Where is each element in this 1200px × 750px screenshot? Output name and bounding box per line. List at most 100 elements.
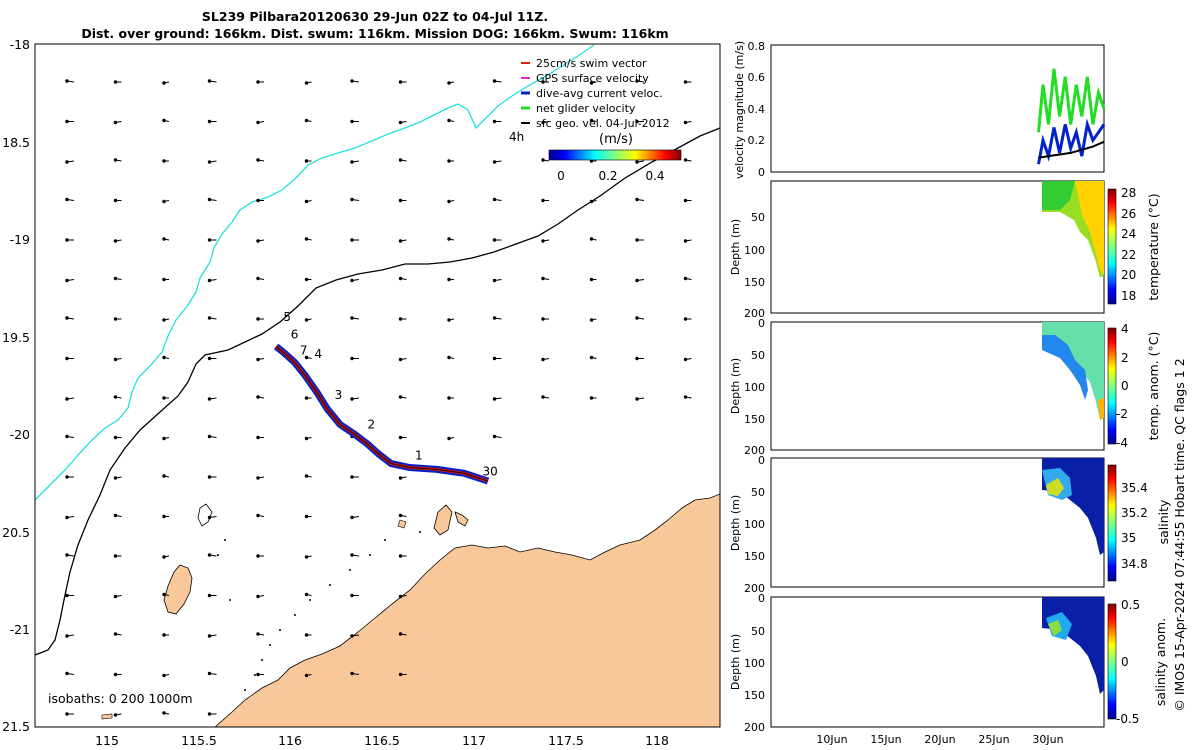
current-vector (635, 356, 644, 361)
current-vector (398, 120, 407, 125)
anom-cb--2: -2 (1116, 407, 1128, 421)
current-vector (207, 475, 217, 479)
current-vector (683, 239, 692, 243)
anom-cb-2: 2 (1121, 351, 1129, 365)
current-vector (683, 317, 692, 321)
salinity-peak (1046, 478, 1064, 496)
current-vector (398, 632, 407, 636)
current-vector (541, 120, 550, 125)
depth-tick-s-100: 100 (744, 518, 765, 531)
legend-net-glider: net glider velocity (536, 102, 636, 115)
depth-tick-sa-0: 0 (758, 592, 765, 605)
legend-gps-velocity: GPS surface velocity (536, 72, 649, 85)
current-vector (733, 278, 739, 280)
depth-tick-a-200: 200 (744, 444, 765, 457)
current-vector (256, 317, 264, 321)
current-vector (65, 712, 74, 716)
isobath-200m (35, 127, 720, 656)
colorbar-unit: (m/s) (599, 132, 633, 147)
temp-anom-panel (770, 321, 1117, 451)
current-vector (162, 237, 170, 241)
current-vector (683, 80, 692, 84)
sal-cb-34.8: 34.8 (1121, 557, 1148, 571)
current-vector (162, 118, 170, 123)
day-marker-6: 6 (291, 328, 299, 342)
current-vector (65, 553, 75, 557)
legend-dive-avg: dive-avg current veloc. (536, 87, 663, 100)
current-vector (256, 198, 264, 203)
track-line (275, 346, 489, 482)
day-marker-3: 3 (335, 388, 343, 402)
depth-tick-sa-100: 100 (744, 657, 765, 670)
current-vector (398, 198, 407, 203)
colorbar-tick-labels: 28 26 24 22 20 18 4 2 0 -2 -4 35.4 35.2 … (1116, 186, 1148, 726)
current-vector (733, 319, 739, 321)
vel-ytick-0: 0 (758, 166, 765, 179)
current-vector (398, 435, 407, 440)
time-tick-25jun: 25Jun (978, 733, 1009, 746)
current-vector (256, 594, 265, 599)
current-vector (113, 672, 122, 677)
current-vector (65, 515, 75, 520)
depth-tick-sa-200: 200 (744, 721, 765, 734)
current-vector (65, 197, 75, 202)
temperature-label: temperature (°C) (1146, 193, 1161, 300)
current-vector (733, 200, 739, 202)
current-vector (65, 356, 74, 361)
current-vector (207, 515, 217, 520)
current-vector (350, 593, 359, 598)
depth-label-temperature: Depth (m) (729, 219, 742, 275)
sal-cb-35.4: 35.4 (1121, 481, 1148, 495)
current-vector (207, 119, 217, 124)
colorbar-tick-0: 0 (557, 169, 565, 183)
current-vector (635, 197, 645, 202)
current-vector (162, 514, 169, 519)
map-ytick-7: 21.5 (2, 719, 30, 734)
current-vector (113, 554, 122, 558)
map-ytick-2: -19 (10, 232, 30, 247)
current-vector (398, 513, 407, 518)
current-vector (113, 239, 122, 243)
current-vector (350, 356, 359, 361)
depth-tick-s-50: 50 (751, 486, 765, 499)
depth-tick-a-0: 0 (758, 317, 765, 330)
colorbar-tick-2: 0.4 (645, 169, 664, 183)
map-xtick-117.5: 117.5 (548, 733, 584, 748)
current-vector (398, 317, 407, 321)
depth-tick-t-50: 50 (751, 211, 765, 224)
temp-cb-18: 18 (1121, 289, 1136, 303)
current-vector (65, 278, 75, 283)
current-vector (256, 476, 265, 480)
anom-cb-4: 4 (1121, 322, 1129, 336)
current-vector (256, 632, 265, 636)
depth-tick-sa-150: 150 (744, 689, 765, 702)
current-vector (589, 355, 597, 360)
current-vector (589, 199, 597, 204)
current-vector (113, 632, 122, 636)
current-vector (162, 555, 170, 559)
current-vector (207, 671, 217, 676)
current-vector (350, 671, 360, 676)
map-x-ticks: 115 115.5 116 116.5 117 117.5 118 (95, 733, 669, 748)
time-tick-15jun: 15Jun (870, 733, 901, 746)
map-ytick-5: 20.5 (2, 525, 30, 540)
current-vector (350, 397, 360, 401)
current-vector (683, 276, 692, 281)
current-vector (492, 160, 502, 164)
vel-ytick-3: 0.6 (748, 71, 766, 84)
current-vector (350, 316, 360, 320)
map-xtick-115: 115 (95, 733, 119, 748)
current-vector (304, 159, 312, 163)
depth-tick-a-100: 100 (744, 381, 765, 394)
map-xtick-115.5: 115.5 (181, 733, 217, 748)
velocity-plot-area (770, 44, 1105, 173)
map-xtick-116: 116 (278, 733, 302, 748)
current-vector (65, 671, 75, 676)
salinity-anom-colorbar (1107, 603, 1117, 720)
current-vector (350, 475, 359, 479)
current-vector (541, 198, 549, 203)
current-vector (350, 553, 360, 557)
current-vector (162, 474, 170, 478)
velocity-panel: 0 0.2 0.4 0.6 0.8 velocity magnitude (m/… (733, 40, 1106, 179)
temp-cb-24: 24 (1121, 227, 1136, 241)
